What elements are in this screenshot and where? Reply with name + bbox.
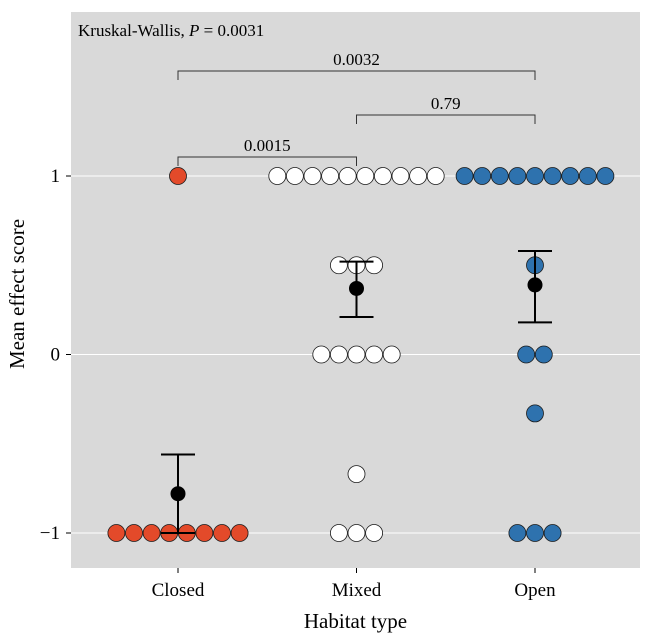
data-point: [473, 167, 492, 185]
data-point: [356, 167, 375, 185]
data-point: [365, 256, 384, 275]
comparison-p-value: 0.0032: [333, 50, 380, 69]
data-point: [490, 167, 509, 185]
x-tick-label: Open: [514, 580, 556, 601]
data-point: [312, 345, 331, 364]
x-axis-label: Habitat type: [304, 609, 407, 633]
data-point: [347, 524, 366, 542]
data-points: [107, 167, 615, 542]
comparison-p-value: 0.0015: [244, 136, 291, 155]
comparison-brackets: 0.0015 0.79 0.0032: [177, 50, 536, 166]
comparison-bracket: [177, 156, 357, 166]
data-point: [347, 465, 366, 483]
data-point: [455, 167, 474, 185]
data-point: [125, 524, 143, 542]
data-point: [596, 167, 615, 185]
data-point: [303, 167, 322, 185]
y-axis-label: Mean effect score: [5, 219, 29, 369]
data-point: [230, 524, 249, 542]
data-point: [508, 524, 527, 542]
data-point: [195, 524, 214, 542]
data-point: [561, 167, 580, 185]
data-point: [517, 345, 536, 364]
data-point: [321, 167, 340, 185]
data-point: [285, 167, 304, 185]
kruskal-wallis-annotation: Kruskal-Wallis, P = 0.0031: [78, 21, 264, 40]
data-point: [142, 524, 161, 542]
comparison-bracket: [356, 114, 536, 124]
data-point: [578, 167, 597, 185]
mean-point: [527, 277, 543, 293]
data-point: [508, 167, 527, 185]
y-tick-label: 1: [51, 166, 61, 187]
x-tick-label: Closed: [152, 580, 205, 601]
data-point: [391, 167, 410, 185]
data-point: [534, 345, 553, 364]
y-tick-label: −1: [40, 523, 60, 544]
data-point: [543, 167, 562, 185]
mean-point: [349, 280, 364, 296]
data-point: [329, 345, 348, 364]
x-tick-label: Mixed: [332, 580, 382, 601]
data-point: [543, 524, 562, 542]
means-and-errorbars: [161, 249, 552, 534]
comparison-p-value: 0.79: [431, 94, 461, 113]
data-point: [169, 167, 187, 185]
data-point: [526, 524, 544, 542]
data-point: [338, 167, 357, 185]
y-tick-label: 0: [51, 345, 61, 366]
data-point: [268, 167, 287, 185]
comparison-bracket: [177, 70, 536, 80]
mean-point: [170, 486, 186, 502]
data-point: [365, 345, 384, 364]
data-point: [426, 167, 445, 185]
data-point: [329, 256, 348, 275]
data-point: [526, 167, 544, 185]
data-point: [526, 404, 544, 423]
axes: −1 0 1 Closed Mixed Open: [40, 166, 556, 601]
data-point: [365, 524, 384, 542]
data-point: [213, 524, 231, 542]
data-point: [107, 524, 126, 542]
data-point: [329, 524, 348, 542]
data-point: [382, 345, 401, 364]
data-point: [409, 167, 428, 185]
data-point: [347, 345, 366, 364]
data-point: [373, 167, 392, 185]
